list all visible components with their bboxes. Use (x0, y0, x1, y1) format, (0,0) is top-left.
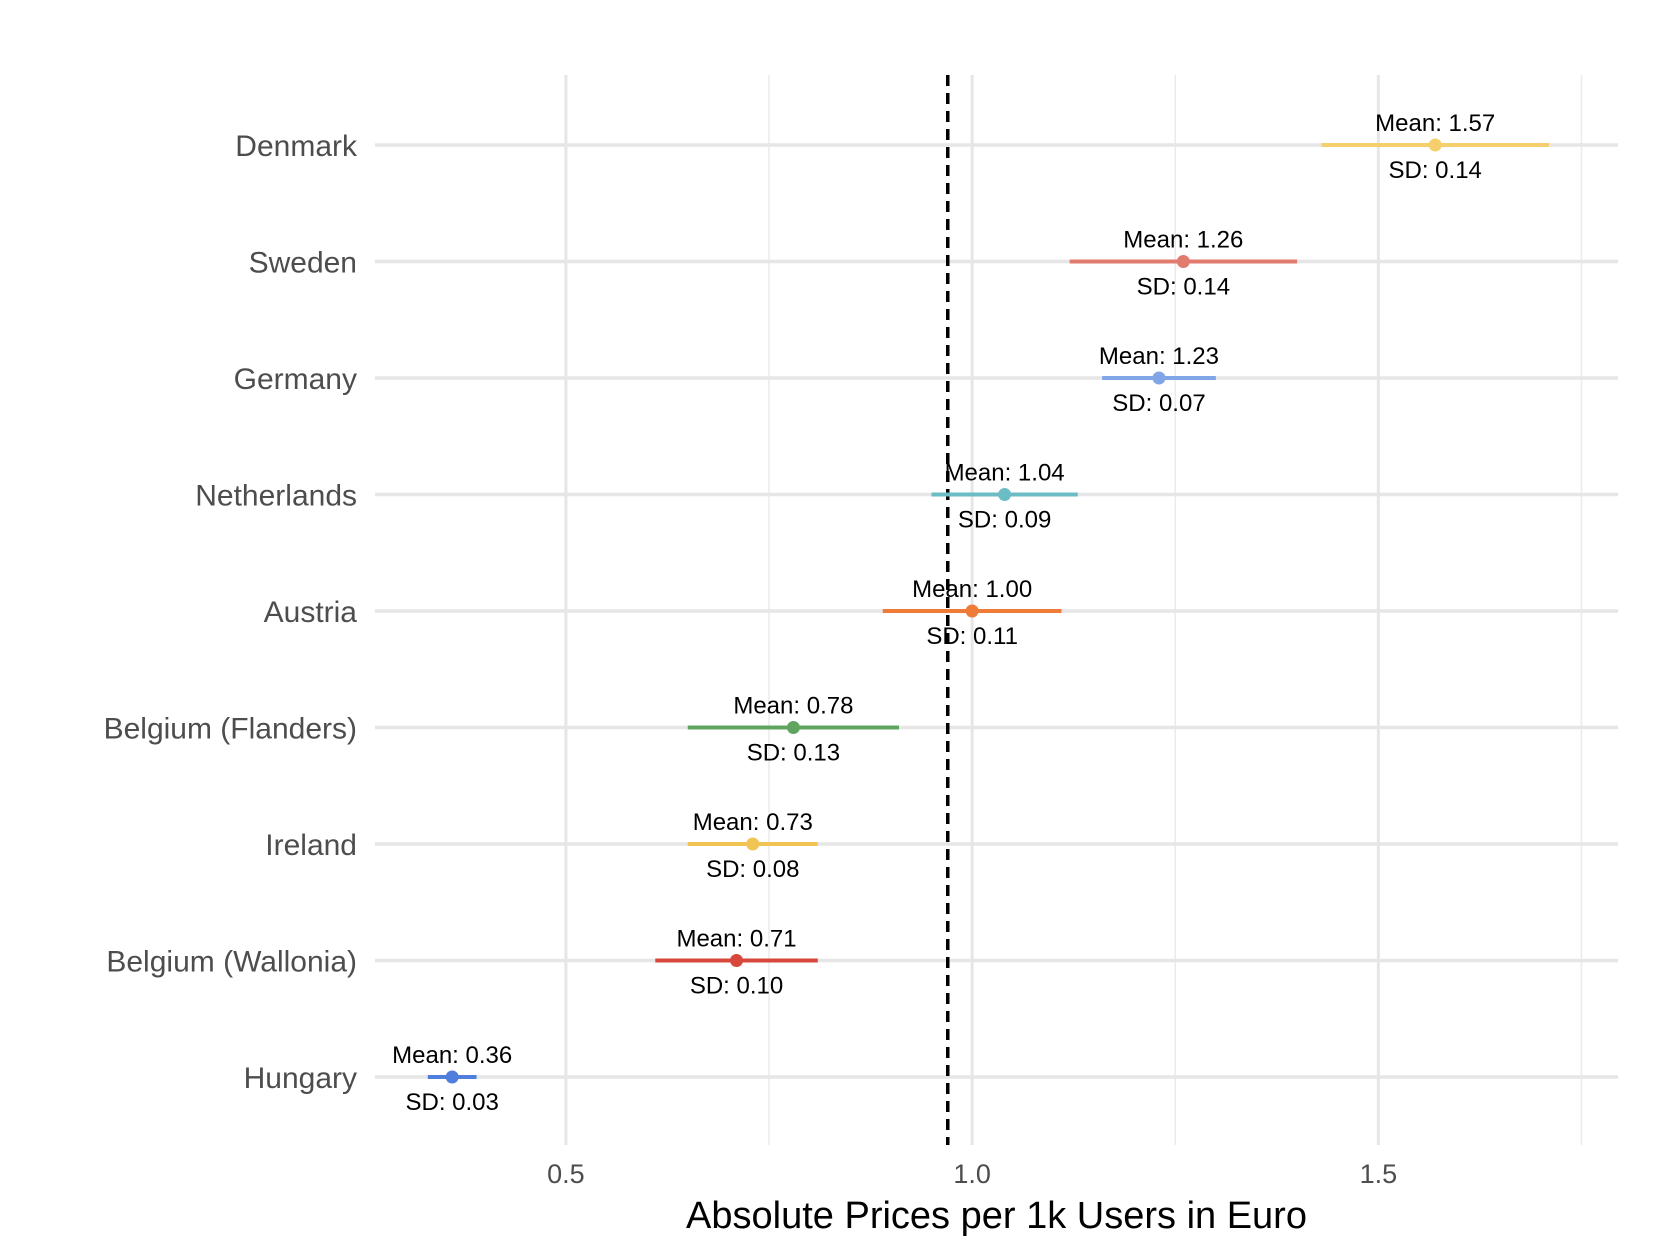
y-tick-label-country: Hungary (244, 1062, 357, 1095)
y-tick-label-country: Sweden (249, 247, 357, 280)
sd-label: SD: 0.14 (1389, 157, 1482, 184)
labels-layer: 0.5 1.0 1.5 Denmark Mean: 1.57 SD: 0.14 Sweden… (104, 110, 1496, 1189)
mean-point (746, 837, 760, 851)
sd-label: SD: 0.13 (747, 740, 840, 767)
sd-label: SD: 0.10 (690, 973, 783, 1000)
sd-label: SD: 0.11 (926, 623, 1018, 650)
x-tick-label: 1.5 (1360, 1159, 1398, 1189)
marks-layer (427, 138, 1549, 1084)
y-tick-label-country: Netherlands (195, 480, 357, 513)
sd-label: SD: 0.08 (706, 856, 799, 883)
mean-label: Mean: 1.23 (1099, 343, 1219, 370)
y-tick-label-country: Belgium (Flanders) (104, 713, 357, 746)
mean-label: Mean: 0.36 (392, 1042, 512, 1069)
sd-label: SD: 0.09 (958, 507, 1051, 534)
mean-label: Mean: 1.00 (912, 576, 1032, 603)
mean-label: Mean: 0.78 (733, 693, 853, 720)
mean-point (1176, 255, 1190, 268)
y-tick-label-country: Ireland (265, 829, 357, 862)
mean-point (965, 604, 979, 618)
y-tick-label-country: Austria (264, 596, 358, 629)
mean-label: Mean: 0.73 (693, 809, 813, 836)
mean-point (730, 954, 744, 967)
mean-label: Mean: 0.71 (676, 926, 796, 953)
x-tick-label: 0.5 (547, 1159, 585, 1189)
sd-label: SD: 0.03 (405, 1089, 498, 1116)
mean-point (445, 1070, 459, 1084)
mean-point (786, 721, 800, 734)
mean-label: Mean: 1.04 (945, 460, 1065, 487)
mean-point (1428, 138, 1442, 152)
y-tick-label-country: Denmark (235, 130, 358, 163)
x-axis-title: Absolute Prices per 1k Users in Euro (686, 1195, 1307, 1237)
mean-point (998, 488, 1012, 501)
mean-label: Mean: 1.57 (1375, 110, 1495, 137)
y-tick-label-country: Belgium (Wallonia) (106, 946, 357, 979)
mean-label: Mean: 1.26 (1123, 227, 1243, 254)
sd-label: SD: 0.07 (1112, 390, 1205, 417)
y-tick-label-country: Germany (234, 363, 357, 396)
mean-point (1152, 371, 1166, 385)
sd-label: SD: 0.14 (1137, 274, 1230, 301)
x-tick-label: 1.0 (953, 1159, 991, 1189)
